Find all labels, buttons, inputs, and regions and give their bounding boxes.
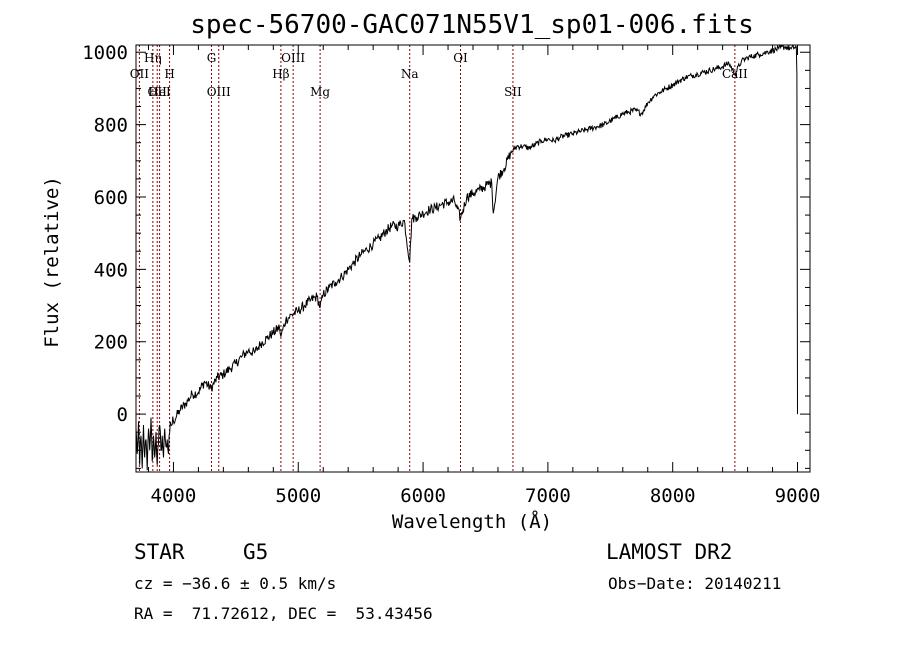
x-tick-label: 9000	[775, 485, 821, 507]
object-type: STAR	[134, 540, 185, 564]
spectral-line-label: OII	[148, 85, 168, 99]
observation-date: Obs−Date: 20140211	[608, 574, 782, 593]
y-axis-label: Flux (relative)	[41, 176, 63, 348]
spectral-line-label: G	[207, 51, 217, 65]
spectral-line-label: H	[164, 67, 174, 81]
spectral-subclass: G5	[243, 540, 269, 564]
y-tick-label: 1000	[82, 42, 128, 64]
spectral-line-label: Hη	[144, 51, 162, 65]
x-tick-label: 7000	[525, 485, 571, 507]
x-tick-label: 6000	[400, 485, 446, 507]
x-tick-label: 5000	[275, 485, 321, 507]
spectral-line-label: OII	[130, 67, 150, 81]
spectral-line-label: OI	[453, 51, 468, 65]
y-tick-label: 400	[94, 259, 128, 281]
spectral-line-label: Mg	[310, 85, 330, 99]
survey-name: LAMOST DR2	[606, 540, 733, 564]
spectral-line-label: SII	[504, 85, 522, 99]
redshift-cz: cz = −36.6 ± 0.5 km/s	[134, 574, 337, 593]
y-axis: 0 200 400 600 800 1000	[82, 42, 810, 469]
x-tick-label: 4000	[151, 485, 197, 507]
x-axis: 4000 5000 6000 7000 8000 9000	[147, 45, 821, 507]
y-tick-label: 200	[94, 332, 128, 354]
y-tick-label: 600	[94, 187, 128, 209]
y-tick-label: 800	[94, 115, 128, 137]
spectral-line-label: OIII	[207, 85, 231, 99]
y-tick-label: 0	[117, 404, 128, 426]
ra-dec-coordinates: RA = 71.72612, DEC = 53.43456	[134, 604, 433, 623]
spectral-line-label: Na	[401, 67, 419, 81]
spectral-line-label: OIII	[281, 51, 305, 65]
spectral-line-label: HeI	[148, 85, 171, 99]
x-axis-label: Wavelength (Å)	[392, 510, 552, 533]
spectral-line-label: Hβ	[272, 67, 289, 81]
chart-title: spec-56700-GAC071N55V1_sp01-006.fits	[190, 10, 754, 40]
plot-frame	[135, 44, 811, 473]
spectrum-line	[135, 44, 798, 471]
x-tick-label: 8000	[650, 485, 696, 507]
